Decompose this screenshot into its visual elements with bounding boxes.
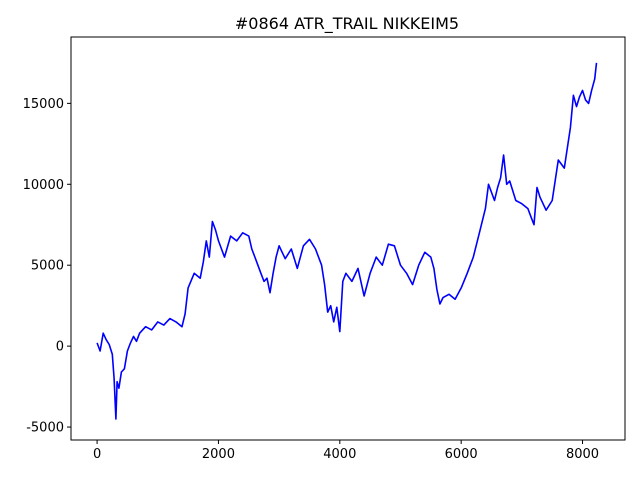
- axis-ticks: 0 2000 4000 6000 8000 -5000 0 5000 10000 15000: [23, 97, 599, 462]
- x-tick-label-2: 4000: [323, 447, 356, 462]
- plot-frame: [70, 36, 626, 441]
- y-tick-label-3: 10000: [23, 178, 64, 193]
- x-tick-label-4: 8000: [566, 447, 599, 462]
- x-tick-label-1: 2000: [202, 447, 235, 462]
- x-tick-label-3: 6000: [445, 447, 478, 462]
- x-tick-label-0: 0: [93, 447, 101, 462]
- chart-title: #0864 ATR_TRAIL NIKKEIM5: [235, 14, 459, 34]
- y-tick-label-2: 5000: [31, 259, 64, 274]
- y-tick-label-0: -5000: [26, 421, 64, 436]
- y-tick-label-4: 15000: [23, 97, 64, 112]
- series-line-0: [96, 62, 598, 420]
- y-tick-label-1: 0: [56, 340, 64, 355]
- plot-area: [96, 62, 598, 420]
